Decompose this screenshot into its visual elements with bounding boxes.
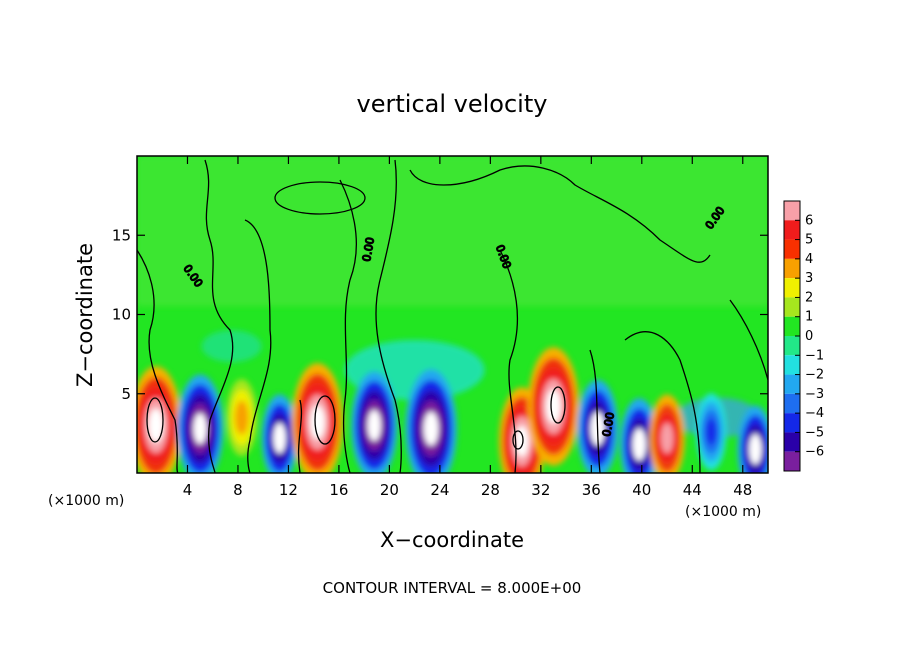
colorbar-swatch bbox=[784, 297, 800, 317]
plot-area: 0.00 0.000.000.000.00 bbox=[137, 156, 768, 473]
colorbar-swatch bbox=[784, 451, 800, 471]
zero-contour bbox=[729, 299, 768, 381]
zero-contour bbox=[375, 159, 402, 473]
colorbar-tick-label: −3 bbox=[805, 387, 824, 402]
updraft-core bbox=[148, 408, 164, 443]
downdraft-core bbox=[749, 434, 762, 465]
contour-value-label: 0.00 bbox=[360, 236, 377, 262]
colorbar-swatch bbox=[784, 393, 800, 414]
zero-contour bbox=[204, 159, 234, 473]
peak-contour bbox=[314, 395, 336, 445]
updraft-core bbox=[546, 389, 561, 424]
contour-value-label: 0.00 bbox=[600, 411, 617, 437]
x-tick-label: 48 bbox=[733, 481, 752, 499]
zero-contour bbox=[137, 249, 179, 473]
downdraft-core bbox=[273, 422, 286, 454]
x-tick-label: 12 bbox=[279, 481, 298, 499]
x-tick-label: 32 bbox=[531, 481, 550, 499]
x-tick-label: 20 bbox=[380, 481, 399, 499]
colorbar-swatch bbox=[784, 336, 800, 356]
colorbar-tick-label: −5 bbox=[805, 425, 824, 440]
colorbar-swatch bbox=[784, 201, 800, 221]
colorbar-tick-label: 5 bbox=[805, 233, 813, 248]
colorbar-swatch bbox=[784, 355, 800, 375]
zero-contour bbox=[499, 249, 519, 473]
contour-interval-label: CONTOUR INTERVAL = 8.000E+00 bbox=[323, 579, 582, 597]
x-tick-label: 28 bbox=[481, 481, 500, 499]
downdraft-core bbox=[193, 413, 207, 445]
downdraft-core bbox=[423, 411, 439, 446]
colorbar: 6 5 4 3 2 1 0 −1 −2 −3 −4 −5 −6 bbox=[783, 200, 824, 472]
colorbar-tick-label: −2 bbox=[805, 368, 824, 383]
x-axis-label: X−coordinate bbox=[380, 528, 524, 552]
colorbar-tick-label: 0 bbox=[805, 329, 813, 344]
downdraft-core bbox=[367, 410, 381, 441]
colorbar-tick-label: −1 bbox=[805, 348, 824, 363]
y-tick-label: 15 bbox=[112, 226, 131, 244]
colorbar-swatch bbox=[784, 278, 800, 298]
colorbar-tick-label: 4 bbox=[805, 252, 813, 267]
x-tick-label: 8 bbox=[233, 481, 243, 499]
x-tick-label: 16 bbox=[329, 481, 348, 499]
updraft-core bbox=[660, 422, 674, 454]
y-tick-label: 5 bbox=[121, 385, 131, 403]
downdraft-core bbox=[705, 418, 717, 446]
peak-contour bbox=[512, 430, 524, 450]
zero-contour bbox=[297, 399, 303, 473]
x-tick-label: 36 bbox=[582, 481, 601, 499]
zero-contour bbox=[624, 331, 701, 473]
colorbar-tick-label: 2 bbox=[805, 290, 813, 305]
colorbar-tick-label: −6 bbox=[805, 445, 824, 460]
colorbar-swatch bbox=[784, 220, 800, 240]
zero-contour bbox=[339, 179, 357, 473]
downdraft-core bbox=[632, 428, 646, 461]
updraft-core bbox=[310, 405, 325, 440]
colorbar-tick-label: 6 bbox=[805, 213, 813, 228]
x-unit-right: (×1000 m) bbox=[685, 504, 761, 520]
peak-contour bbox=[146, 397, 164, 443]
y-tick-label: 10 bbox=[112, 306, 131, 324]
colorbar-tick-label: 1 bbox=[805, 310, 813, 325]
zero-contour bbox=[409, 165, 711, 263]
x-tick-label: 44 bbox=[683, 481, 702, 499]
x-tick-label: 24 bbox=[430, 481, 449, 499]
colorbar-swatch bbox=[784, 374, 800, 394]
colorbar-tick-label: 3 bbox=[805, 271, 813, 286]
x-tick-label: 4 bbox=[183, 481, 193, 499]
y-axis-label: Z−coordinate bbox=[73, 243, 97, 387]
colorbar-tick-label: −4 bbox=[805, 406, 824, 421]
colorbar-swatch bbox=[784, 239, 800, 259]
upper-field bbox=[137, 156, 768, 306]
zero-contour bbox=[274, 181, 366, 215]
chart-title: vertical velocity bbox=[357, 90, 548, 118]
colorbar-swatch bbox=[784, 258, 800, 279]
x-tick-label: 40 bbox=[632, 481, 651, 499]
x-unit-left: (×1000 m) bbox=[48, 493, 124, 509]
colorbar-swatch bbox=[784, 432, 800, 452]
zero-contour bbox=[589, 349, 601, 473]
peak-contour bbox=[550, 386, 566, 424]
colorbar-swatch bbox=[784, 413, 800, 433]
mid-downdraft-region bbox=[201, 330, 262, 363]
colorbar-swatch bbox=[784, 316, 800, 336]
updraft-core bbox=[234, 400, 249, 435]
zero-contour bbox=[244, 219, 272, 473]
